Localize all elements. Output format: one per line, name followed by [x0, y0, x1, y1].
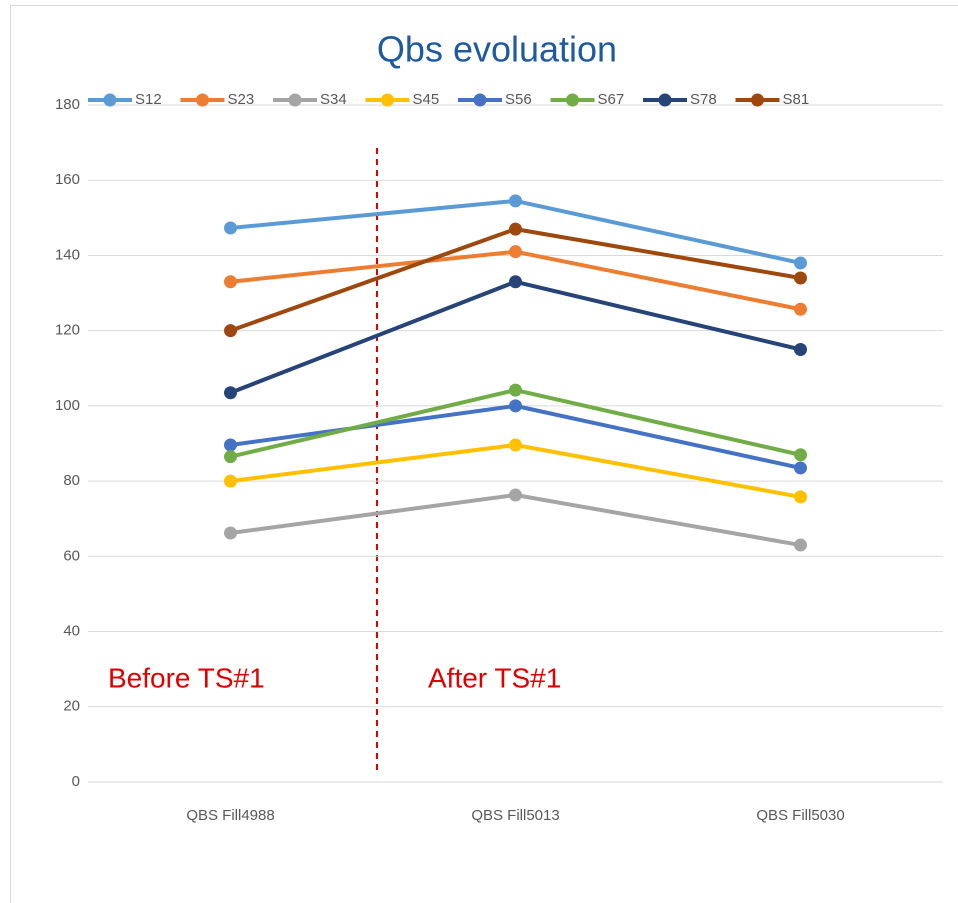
legend-marker	[288, 93, 302, 107]
x-tick-label: QBS Fill5030	[756, 807, 844, 824]
point	[224, 438, 237, 452]
point	[224, 526, 237, 540]
legend-label: S81	[783, 91, 810, 108]
legend-label: S56	[505, 91, 532, 108]
point	[794, 271, 807, 285]
legend-marker	[566, 93, 579, 107]
point	[794, 256, 807, 270]
point	[509, 488, 522, 502]
legend-label: S78	[690, 91, 717, 108]
point	[509, 222, 522, 236]
legend-marker	[658, 93, 672, 107]
legend-label: S12	[135, 91, 162, 108]
y-tick-label: 20	[63, 698, 80, 715]
point	[509, 245, 522, 259]
point	[794, 538, 807, 552]
y-tick-label: 100	[55, 397, 80, 414]
annotation: After TS#1	[428, 662, 561, 693]
point	[224, 324, 237, 338]
point	[224, 275, 237, 289]
annotation: Before TS#1	[108, 662, 265, 693]
legend-label: S34	[320, 91, 347, 108]
point	[509, 399, 522, 413]
point	[794, 448, 807, 462]
point	[794, 302, 807, 316]
legend-label: S67	[598, 91, 625, 108]
point	[224, 386, 237, 400]
legend-marker	[196, 93, 209, 107]
y-tick-label: 80	[63, 472, 80, 489]
y-tick-label: 40	[63, 623, 80, 640]
point	[794, 342, 807, 356]
legend-marker	[751, 93, 764, 107]
legend-marker	[473, 93, 487, 107]
chart-title: Qbs evoluation	[377, 29, 617, 70]
point	[794, 490, 807, 504]
x-tick-label: QBS Fill5013	[471, 807, 559, 824]
y-tick-label: 140	[55, 246, 80, 263]
y-tick-label: 180	[55, 96, 80, 113]
point	[509, 275, 522, 289]
y-tick-label: 160	[55, 171, 80, 188]
legend-marker	[103, 93, 117, 107]
point	[794, 461, 807, 475]
legend-label: S23	[228, 91, 255, 108]
chart-frame	[10, 5, 958, 903]
y-tick-label: 60	[63, 547, 80, 564]
point	[224, 221, 237, 235]
point	[224, 474, 237, 488]
point	[224, 450, 237, 464]
x-tick-label: QBS Fill4988	[186, 807, 274, 824]
point	[509, 194, 522, 208]
point	[509, 383, 522, 397]
point	[509, 438, 522, 452]
y-tick-label: 0	[72, 773, 80, 790]
legend-marker	[381, 93, 394, 107]
y-tick-label: 120	[55, 322, 80, 339]
legend-label: S45	[413, 91, 440, 108]
